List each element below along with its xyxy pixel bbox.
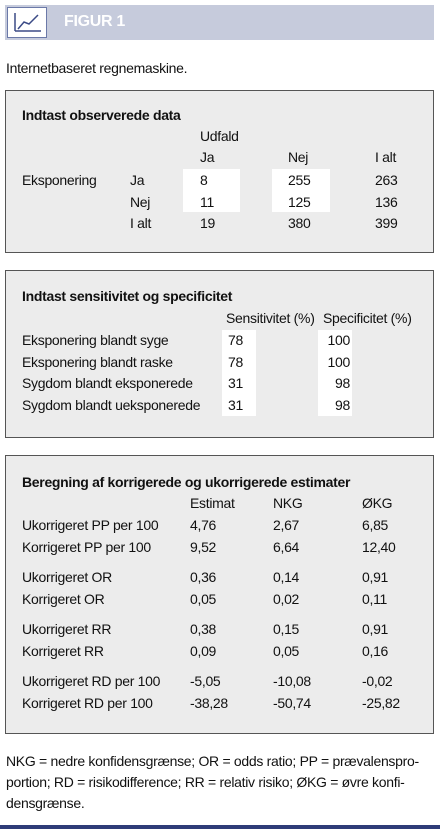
cell: 19 bbox=[200, 215, 215, 231]
cell: 125 bbox=[288, 193, 311, 210]
row-label: Sygdom blandt ueksponerede bbox=[22, 397, 201, 414]
input-box bbox=[318, 330, 352, 416]
column-header: Nej bbox=[288, 149, 309, 165]
row-label: Ukorrigeret PP per 100 bbox=[22, 517, 159, 533]
row-label: Korrigeret RR bbox=[22, 643, 104, 659]
cell: 0,16 bbox=[362, 643, 389, 659]
column-header: Ja bbox=[200, 149, 215, 165]
row-label: Korrigeret PP per 100 bbox=[22, 539, 151, 555]
cell: 12,40 bbox=[362, 539, 396, 555]
column-header: Specificitet (%) bbox=[323, 310, 412, 326]
cell: 31 bbox=[228, 397, 243, 414]
cell: 2,67 bbox=[273, 517, 300, 533]
cell: 0,05 bbox=[273, 643, 300, 659]
panel-title: Indtast sensitivitet og specificitet bbox=[22, 288, 233, 304]
bottom-rule bbox=[0, 825, 440, 829]
row-label: Sygdom blandt eksponerede bbox=[22, 375, 193, 392]
header-icon bbox=[7, 7, 47, 38]
cell: 0,36 bbox=[190, 569, 217, 585]
row-label: Korrigeret OR bbox=[22, 591, 105, 607]
cell: 98 bbox=[335, 375, 350, 392]
cell: 6,64 bbox=[273, 539, 300, 555]
cell: -38,28 bbox=[190, 695, 228, 711]
footnote-line: densgrænse. bbox=[6, 795, 85, 811]
cell: 6,85 bbox=[362, 517, 389, 533]
cell: 0,91 bbox=[362, 569, 389, 585]
header-label: FIGUR 1 bbox=[64, 13, 126, 30]
row-label: Ukorrigeret RD per 100 bbox=[22, 673, 161, 689]
cell: -10,08 bbox=[273, 673, 311, 689]
cell: 98 bbox=[335, 397, 350, 414]
cell: 78 bbox=[228, 332, 243, 348]
cell: 0,05 bbox=[190, 591, 217, 607]
cell: 399 bbox=[375, 215, 398, 231]
column-header: Sensitivitet (%) bbox=[226, 310, 315, 326]
column-header: I alt bbox=[375, 149, 397, 165]
footnote-line: portion; RD = risikodifference; RR = rel… bbox=[6, 774, 405, 790]
column-header: ØKG bbox=[362, 495, 393, 511]
panel-title: Beregning af korrigerede og ukorrigerede… bbox=[22, 474, 351, 490]
panel-sensspec bbox=[5, 270, 434, 438]
input-box bbox=[183, 169, 240, 212]
cell: 0,11 bbox=[362, 591, 388, 607]
cell: 136 bbox=[375, 193, 398, 210]
cell: 9,52 bbox=[190, 539, 217, 555]
panel-title: Indtast observerede data bbox=[22, 107, 181, 123]
column-header: NKG bbox=[273, 495, 303, 511]
cell: -50,74 bbox=[273, 695, 311, 711]
row-group-label: Eksponering bbox=[22, 172, 97, 188]
row-label: Nej bbox=[130, 193, 151, 210]
panel-estimates bbox=[5, 455, 434, 734]
cell: -0,02 bbox=[362, 673, 393, 689]
column-header: Estimat bbox=[190, 495, 235, 511]
cell: 0,91 bbox=[362, 621, 389, 637]
row-label: Korrigeret RD per 100 bbox=[22, 695, 153, 711]
cell: 31 bbox=[228, 375, 243, 392]
row-label: Eksponering blandt raske bbox=[22, 353, 173, 370]
cell: 100 bbox=[327, 353, 351, 370]
row-label: Ja bbox=[130, 172, 145, 188]
cell: -25,82 bbox=[362, 695, 400, 711]
row-label: Ukorrigeret OR bbox=[22, 569, 112, 585]
header-band bbox=[5, 5, 434, 40]
row-label: Ukorrigeret RR bbox=[22, 621, 112, 637]
cell: 263 bbox=[375, 172, 398, 188]
input-box bbox=[272, 169, 330, 212]
row-label: I alt bbox=[130, 215, 152, 231]
caption: Internetbaseret regnemaskine. bbox=[6, 60, 188, 76]
cell: 0,02 bbox=[273, 591, 300, 607]
cell: 8 bbox=[200, 172, 208, 188]
cell: 0,14 bbox=[273, 569, 300, 585]
cell: -5,05 bbox=[190, 673, 221, 689]
cell: 4,76 bbox=[190, 517, 217, 533]
cell: 380 bbox=[288, 215, 311, 231]
group-label: Udfald bbox=[200, 128, 239, 144]
cell: 100 bbox=[327, 332, 351, 348]
cell: 0,38 bbox=[190, 621, 217, 637]
footnote-line: NKG = nedre konfidensgrænse; OR = odds r… bbox=[6, 753, 419, 769]
input-box bbox=[222, 330, 256, 416]
cell: 11 bbox=[200, 193, 214, 210]
row-label: Eksponering blandt syge bbox=[22, 332, 169, 348]
cell: 0,15 bbox=[273, 621, 300, 637]
cell: 255 bbox=[288, 172, 311, 188]
cell: 0,09 bbox=[190, 643, 217, 659]
cell: 78 bbox=[228, 353, 243, 370]
